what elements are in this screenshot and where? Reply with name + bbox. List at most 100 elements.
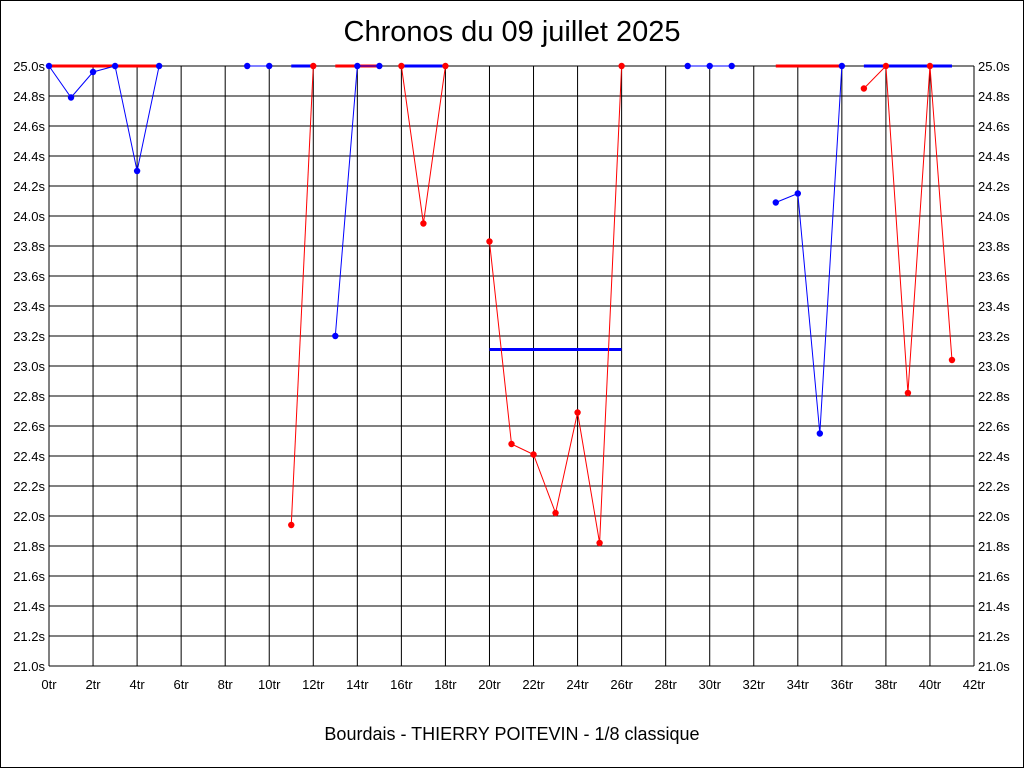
x-tick-label: 10tr [258,677,281,692]
data-point [948,356,956,364]
x-tick-label: 42tr [963,677,986,692]
data-point [310,62,317,70]
data-point [596,539,603,547]
x-tick-label: 38tr [875,677,898,692]
y-tick-label-left: 23.8s [13,239,45,254]
y-tick-label-left: 23.0s [13,359,45,374]
data-point [904,389,912,397]
x-tick-label: 12tr [302,677,325,692]
data-point [618,62,625,70]
data-point [706,62,713,70]
y-tick-label-left: 21.0s [13,659,45,674]
x-tick-label: 16tr [390,677,413,692]
x-tick-label: 40tr [919,677,942,692]
data-point [376,62,383,70]
x-tick-label: 22tr [522,677,545,692]
data-point [111,62,119,70]
data-point [486,238,493,245]
y-tick-label-left: 23.4s [13,299,45,314]
y-tick-label-right: 25.0s [978,59,1010,74]
data-point [574,409,581,416]
data-point [860,85,868,92]
data-point [67,94,75,101]
data-point [332,332,339,340]
y-tick-label-right: 22.6s [978,419,1010,434]
data-point [926,62,934,70]
data-point [794,190,802,197]
y-tick-label-right: 24.2s [978,179,1010,194]
x-tick-label: 28tr [654,677,677,692]
x-tick-label: 34tr [787,677,810,692]
data-point [133,167,141,175]
x-tick-label: 4tr [130,677,146,692]
data-point [398,62,405,70]
data-point [552,509,559,517]
data-point [244,62,251,70]
y-tick-label-right: 22.2s [978,479,1010,494]
y-tick-label-right: 21.2s [978,629,1010,644]
y-tick-label-right: 22.0s [978,509,1010,524]
data-point [838,62,846,70]
y-tick-label-left: 25.0s [13,59,45,74]
x-tick-label: 26tr [610,677,633,692]
x-tick-label: 20tr [478,677,501,692]
y-tick-label-right: 23.0s [978,359,1010,374]
data-point [288,521,295,529]
y-tick-label-right: 22.8s [978,389,1010,404]
data-point [728,62,735,70]
data-point [508,440,515,448]
y-tick-label-right: 21.6s [978,569,1010,584]
data-point [155,62,163,70]
data-point [684,62,691,70]
y-tick-label-left: 24.2s [13,179,45,194]
x-tick-label: 6tr [174,677,190,692]
y-tick-label-right: 23.6s [978,269,1010,284]
data-point [89,68,97,76]
data-point [816,430,824,437]
chart-footer: Bourdais - THIERRY POITEVIN - 1/8 classi… [324,724,700,744]
data-point [772,199,779,206]
y-tick-label-right: 23.2s [978,329,1010,344]
y-tick-label-right: 21.4s [978,599,1010,614]
series-line [48,65,160,172]
y-tick-label-left: 24.8s [13,89,45,104]
data-point [45,62,53,70]
x-tick-label: 18tr [434,677,457,692]
x-tick-label: 36tr [831,677,854,692]
chart-title: Chronos du 09 juillet 2025 [343,16,681,48]
y-tick-label-right: 24.4s [978,149,1010,164]
y-tick-label-left: 22.0s [13,509,45,524]
y-tick-label-left: 24.0s [13,209,45,224]
y-tick-label-left: 22.6s [13,419,45,434]
x-tick-label: 2tr [85,677,101,692]
data-point [442,62,449,70]
data-point [354,62,361,70]
x-tick-label: 30tr [699,677,722,692]
data-point [882,62,890,70]
y-tick-label-left: 23.6s [13,269,45,284]
y-tick-label-right: 22.4s [978,449,1010,464]
y-tick-label-left: 22.4s [13,449,45,464]
y-tick-label-left: 23.2s [13,329,45,344]
y-tick-label-right: 23.4s [978,299,1010,314]
y-tick-label-right: 24.8s [978,89,1010,104]
x-tick-label: 8tr [218,677,234,692]
y-tick-label-right: 23.8s [978,239,1010,254]
x-tick-label: 24tr [566,677,589,692]
y-tick-label-left: 21.6s [13,569,45,584]
y-tick-label-left: 21.4s [13,599,45,614]
y-tick-label-left: 22.8s [13,389,45,404]
y-tick-label-left: 22.2s [13,479,45,494]
y-tick-label-left: 24.6s [13,119,45,134]
data-point [266,62,273,70]
x-tick-label: 14tr [346,677,369,692]
y-tick-label-right: 24.0s [978,209,1010,224]
series-line [290,65,314,526]
y-tick-label-left: 21.8s [13,539,45,554]
x-tick-label: 0tr [41,677,57,692]
y-tick-label-left: 24.4s [13,149,45,164]
y-tick-label-right: 21.8s [978,539,1010,554]
y-tick-label-right: 21.0s [978,659,1010,674]
y-tick-label-right: 24.6s [978,119,1010,134]
x-tick-label: 32tr [743,677,766,692]
